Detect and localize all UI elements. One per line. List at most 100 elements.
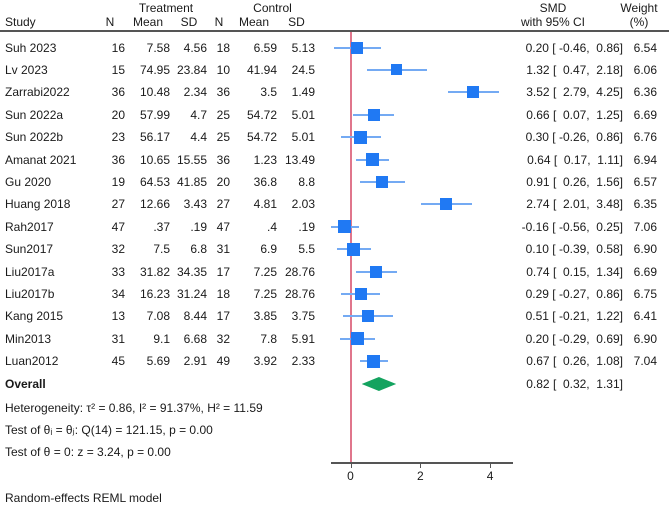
overall-row: Overall 0.82 [ 0.32, 1.31] (0, 373, 669, 395)
effect-size-marker (350, 332, 364, 346)
smd-header-line1: SMD (539, 1, 567, 15)
treatment-sd: 34.35 (176, 264, 207, 279)
study-row: Sun 2022b 23 56.17 4.4 25 54.72 5.01 0.30 [ -0.… (0, 126, 669, 148)
effect-size-marker (351, 41, 364, 54)
x-axis-tick (490, 462, 492, 468)
treatment-n: 32 (111, 242, 125, 257)
control-n: 49 (216, 354, 230, 369)
study-name: Liu2017b (5, 286, 55, 301)
treatment-mean: 16.23 (139, 286, 170, 301)
control-sd: 5.13 (291, 40, 315, 55)
x-axis-tick-label: 2 (416, 469, 424, 483)
control-n: 47 (216, 219, 230, 234)
weight: 6.57 (633, 174, 657, 189)
control-n: 10 (216, 62, 230, 77)
weight: 6.90 (633, 242, 657, 257)
treatment-mean: 31.82 (139, 264, 170, 279)
control-sd: 28.76 (284, 286, 315, 301)
control-sd: .19 (298, 219, 315, 234)
smd-ci: 1.32 [ 0.47, 2.18] (526, 62, 623, 77)
effect-size-marker (370, 265, 383, 278)
control-sd: 5.5 (298, 242, 315, 257)
control-sd: 5.01 (291, 130, 315, 145)
control-n: 32 (216, 331, 230, 346)
weight: 7.06 (633, 219, 657, 234)
study-name: Huang 2018 (5, 197, 71, 212)
treatment-n: 31 (111, 331, 125, 346)
control-mean: 4.81 (253, 197, 277, 212)
control-mean: .4 (266, 219, 277, 234)
treatment-sd: 3.43 (183, 197, 207, 212)
treatment-mean: 7.5 (153, 242, 170, 257)
control-sd: 2.03 (291, 197, 315, 212)
x-axis-line (331, 462, 513, 464)
study-row: Liu2017a 33 31.82 34.35 17 7.25 28.76 0.74 [ 0.… (0, 261, 669, 283)
study-name: Sun2017 (5, 242, 54, 257)
study-row: Huang 2018 27 12.66 3.43 27 4.81 2.03 2.74 [ 2.… (0, 193, 669, 215)
control-sd: 2.33 (291, 354, 315, 369)
treatment-mean: 74.95 (139, 62, 170, 77)
control-sd: 8.8 (298, 174, 315, 189)
control-mean: 3.85 (253, 309, 277, 324)
treatment-mean: .37 (153, 219, 170, 234)
effect-size-marker (354, 287, 367, 300)
weight: 6.90 (633, 331, 657, 346)
study-name: Amanat 2021 (5, 152, 77, 167)
treatment-sd: 4.4 (190, 130, 207, 145)
x-axis-tick (420, 462, 422, 468)
treatment-mean: 10.48 (139, 85, 170, 100)
control-n: 25 (216, 107, 230, 122)
control-mean: 1.23 (253, 152, 277, 167)
study-row: Rah2017 47 .37 .19 47 .4 .19 -0.16 [ -0.56, 0.2… (0, 216, 669, 238)
control-n: 18 (216, 286, 230, 301)
smd-ci: 0.91 [ 0.26, 1.56] (526, 174, 623, 189)
x-axis-tick-label: 4 (486, 469, 494, 483)
control-group-header: Control (253, 1, 292, 15)
treatment-sd: 41.85 (176, 174, 207, 189)
overall-label: Overall (5, 377, 46, 391)
treatment-n: 20 (111, 107, 125, 122)
study-name: Zarrabi2022 (5, 85, 70, 100)
study-name: Min2013 (5, 331, 52, 346)
treatment-sd: 23.84 (176, 62, 207, 77)
control-n: 36 (216, 152, 230, 167)
control-mean: 6.59 (253, 40, 277, 55)
treatment-mean: 7.58 (146, 40, 170, 55)
treatment-n: 27 (111, 197, 125, 212)
control-n-header: N (214, 15, 224, 29)
treatment-mean: 12.66 (139, 197, 170, 212)
control-mean: 3.92 (253, 354, 277, 369)
treatment-n-header: N (105, 15, 115, 29)
control-n: 17 (216, 264, 230, 279)
control-n: 18 (216, 40, 230, 55)
control-n: 36 (216, 85, 230, 100)
treatment-sd: 4.7 (190, 107, 207, 122)
treatment-n: 15 (111, 62, 125, 77)
study-name: Sun 2022a (5, 107, 64, 122)
overall-diamond-marker (361, 377, 397, 391)
weight: 6.76 (633, 130, 657, 145)
treatment-sd-header: SD (180, 15, 198, 29)
overall-smd-ci: 0.82 [ 0.32, 1.31] (526, 377, 623, 391)
treatment-n: 19 (111, 174, 125, 189)
study-name: Luan2012 (5, 354, 59, 369)
control-mean: 6.9 (260, 242, 277, 257)
control-n: 31 (216, 242, 230, 257)
control-sd-header: SD (288, 15, 305, 29)
study-row: Lv 2023 15 74.95 23.84 10 41.94 24.5 1.32 [ 0.4… (0, 59, 669, 81)
study-row: Suh 2023 16 7.58 4.56 18 6.59 5.13 0.20 [ -0.46… (0, 37, 669, 59)
weight-header-line2: (%) (629, 15, 649, 29)
weight: 7.04 (633, 354, 657, 369)
smd-ci: 2.74 [ 2.01, 3.48] (526, 197, 623, 212)
smd-ci: 0.67 [ 0.26, 1.08] (526, 354, 623, 369)
treatment-n: 45 (111, 354, 125, 369)
control-sd: 5.01 (291, 107, 315, 122)
effect-size-marker (354, 130, 368, 144)
treatment-sd: 4.56 (183, 40, 207, 55)
control-mean: 54.72 (246, 107, 277, 122)
treatment-group-header: Treatment (138, 1, 194, 15)
treatment-mean: 5.69 (146, 354, 170, 369)
treatment-n: 33 (111, 264, 125, 279)
effect-size-marker (391, 64, 403, 76)
